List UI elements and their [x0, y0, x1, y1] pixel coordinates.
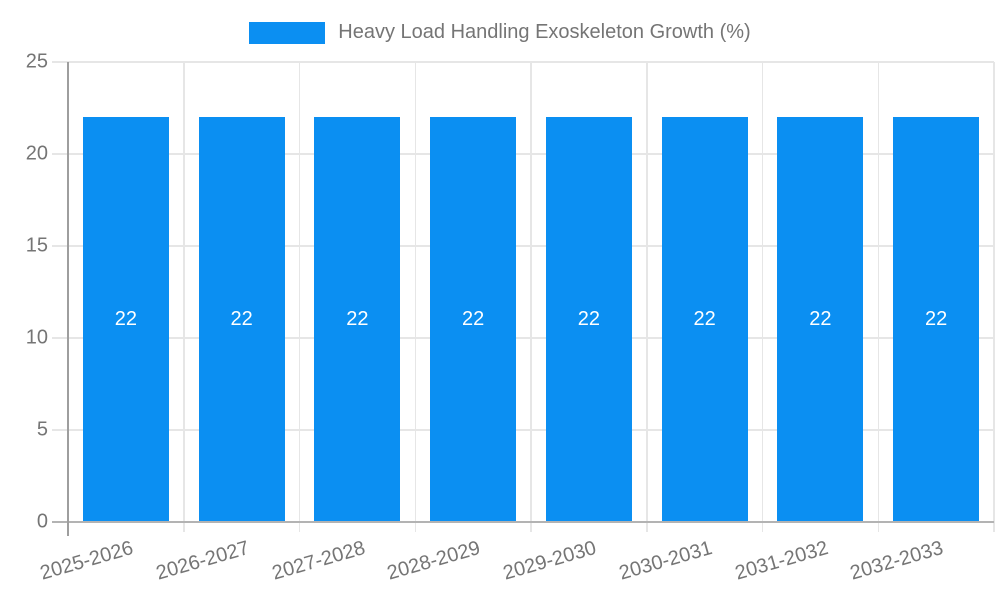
bar-2028-2029: 22 [430, 117, 517, 522]
bar-2030-2031: 22 [661, 117, 748, 522]
y-axis-tick-label: 20 [25, 142, 48, 165]
x-axis-tick-label: 2026-2027 [153, 537, 252, 585]
y-axis-tick-label: 25 [25, 50, 48, 73]
bar-value-label: 22 [925, 308, 948, 331]
h-gridline [52, 245, 994, 247]
y-axis-tick-label: 15 [25, 234, 48, 257]
v-gridline [414, 62, 416, 532]
v-gridline [877, 62, 879, 532]
y-axis-tick-label: 10 [25, 326, 48, 349]
bar-2029-2030: 22 [545, 117, 632, 522]
bar-value-label: 22 [114, 308, 137, 331]
x-axis-baseline [52, 521, 994, 523]
legend-swatch [249, 21, 326, 44]
v-gridline [530, 62, 532, 532]
bar-value-label: 22 [693, 308, 716, 331]
v-gridline [646, 62, 648, 532]
bar-value-label: 22 [809, 308, 832, 331]
x-axis-tick-label: 2031-2032 [732, 537, 831, 585]
x-axis-tick-label: 2027-2028 [269, 537, 368, 585]
bar-value-label: 22 [577, 308, 600, 331]
h-gridline [52, 429, 994, 431]
bar-value-label: 22 [346, 308, 369, 331]
x-axis-tick-label: 2030-2031 [616, 537, 715, 585]
y-axis-tick-label: 0 [36, 510, 48, 533]
bar-2031-2032: 22 [777, 117, 864, 522]
x-axis-tick-label: 2032-2033 [848, 537, 947, 585]
bar-value-label: 22 [462, 308, 485, 331]
bar-2026-2027: 22 [198, 117, 285, 522]
y-axis-tick-label: 5 [36, 418, 48, 441]
h-gridline [52, 153, 994, 155]
chart-legend: Heavy Load Handling Exoskeleton Growth (… [0, 21, 1000, 44]
v-gridline [183, 62, 185, 532]
x-axis-tick-label: 2029-2030 [500, 537, 599, 585]
bar-2027-2028: 22 [314, 117, 401, 522]
bar-2032-2033: 22 [893, 117, 980, 522]
x-axis-tick-label: 2025-2026 [37, 537, 136, 585]
y-axis-line [67, 62, 69, 536]
v-gridline [993, 62, 995, 532]
bar-2025-2026: 22 [82, 117, 169, 522]
h-gridline [52, 61, 994, 63]
h-gridline [52, 337, 994, 339]
bar-value-label: 22 [230, 308, 253, 331]
x-axis-tick-label: 2028-2029 [385, 537, 484, 585]
v-gridline [298, 62, 301, 532]
legend-label: Heavy Load Handling Exoskeleton Growth (… [338, 21, 751, 43]
v-gridline [761, 62, 764, 532]
